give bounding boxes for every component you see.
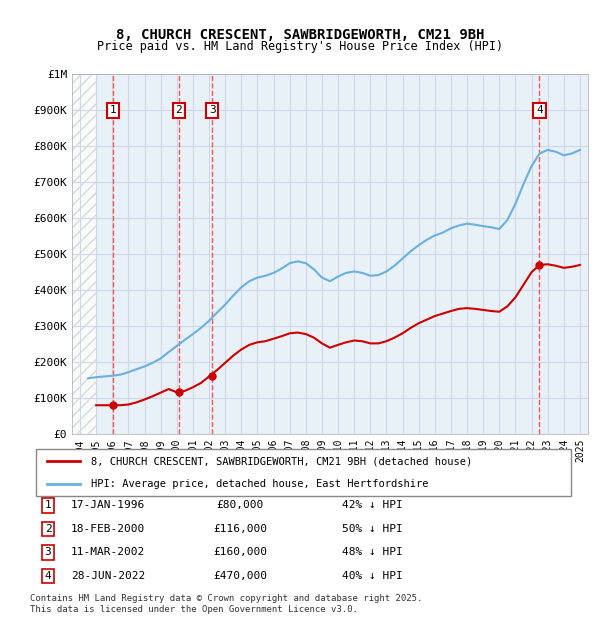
Text: 2: 2 bbox=[44, 524, 52, 534]
Text: £116,000: £116,000 bbox=[213, 524, 267, 534]
Text: 4: 4 bbox=[44, 571, 52, 581]
Text: 48% ↓ HPI: 48% ↓ HPI bbox=[341, 547, 403, 557]
Text: 42% ↓ HPI: 42% ↓ HPI bbox=[341, 500, 403, 510]
Text: 3: 3 bbox=[209, 105, 215, 115]
Text: 28-JUN-2022: 28-JUN-2022 bbox=[71, 571, 145, 581]
Text: 50% ↓ HPI: 50% ↓ HPI bbox=[341, 524, 403, 534]
FancyBboxPatch shape bbox=[35, 449, 571, 497]
Text: 8, CHURCH CRESCENT, SAWBRIDGEWORTH, CM21 9BH: 8, CHURCH CRESCENT, SAWBRIDGEWORTH, CM21… bbox=[116, 28, 484, 42]
Text: £160,000: £160,000 bbox=[213, 547, 267, 557]
Text: 18-FEB-2000: 18-FEB-2000 bbox=[71, 524, 145, 534]
Text: HPI: Average price, detached house, East Hertfordshire: HPI: Average price, detached house, East… bbox=[91, 479, 428, 489]
Text: 8, CHURCH CRESCENT, SAWBRIDGEWORTH, CM21 9BH (detached house): 8, CHURCH CRESCENT, SAWBRIDGEWORTH, CM21… bbox=[91, 456, 472, 466]
Text: 40% ↓ HPI: 40% ↓ HPI bbox=[341, 571, 403, 581]
Text: 17-JAN-1996: 17-JAN-1996 bbox=[71, 500, 145, 510]
Text: Price paid vs. HM Land Registry's House Price Index (HPI): Price paid vs. HM Land Registry's House … bbox=[97, 40, 503, 53]
Text: 3: 3 bbox=[44, 547, 52, 557]
Text: 1: 1 bbox=[110, 105, 116, 115]
Text: £470,000: £470,000 bbox=[213, 571, 267, 581]
Text: Contains HM Land Registry data © Crown copyright and database right 2025.
This d: Contains HM Land Registry data © Crown c… bbox=[30, 595, 422, 614]
Text: 4: 4 bbox=[536, 105, 543, 115]
Text: 1: 1 bbox=[44, 500, 52, 510]
Text: 11-MAR-2002: 11-MAR-2002 bbox=[71, 547, 145, 557]
Bar bbox=[72, 74, 96, 434]
Text: 2: 2 bbox=[176, 105, 182, 115]
Text: £80,000: £80,000 bbox=[217, 500, 263, 510]
